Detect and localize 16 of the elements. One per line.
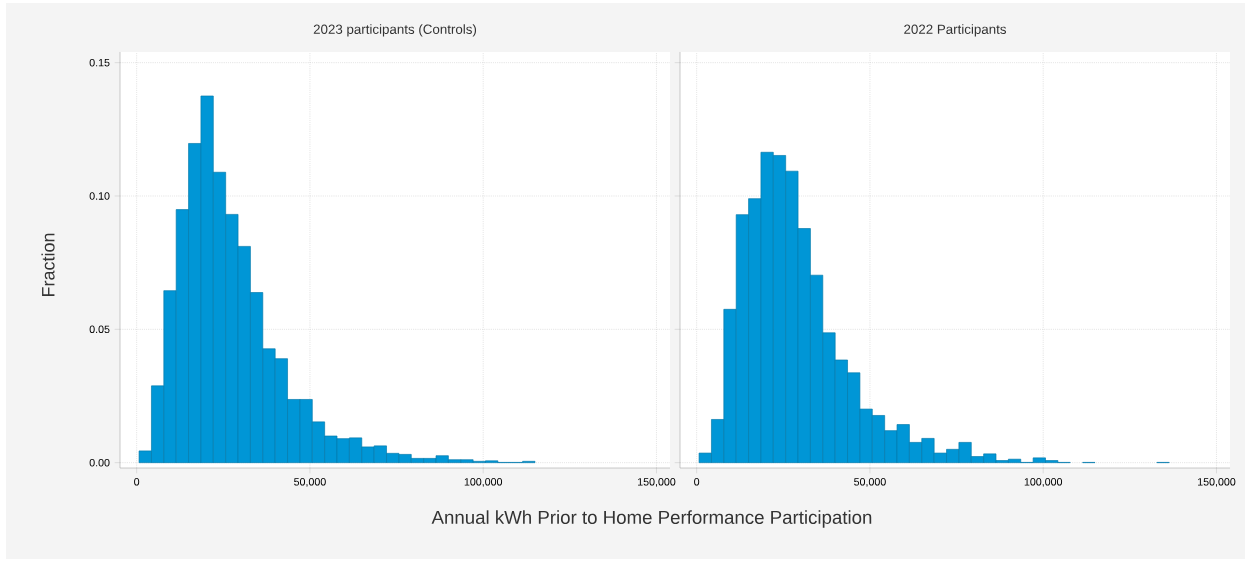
chart-title: 2022 Participants [904,24,1007,37]
x-tick-label: 0 [694,478,700,486]
x-tick-label: 150,000 [638,478,676,487]
x-tick-label: 0 [134,478,140,486]
y-tick-label: 0.10 [89,192,110,200]
x-tick-label: 50,000 [854,478,886,487]
y-tick-label: 0.15 [89,58,110,67]
x-tick-label: 100,000 [1024,478,1063,487]
x-tick-label: 100,000 [464,478,503,487]
y-tick-label: 0.00 [89,458,110,467]
x-tick-label: 150,000 [1198,478,1236,487]
y-axis-title: Fraction [41,233,55,297]
x-axis-title: Annual kWh Prior to Home Performance Participation [431,510,872,528]
chart-title: 2023 participants (Controls) [313,24,477,37]
x-tick-label: 50,000 [294,478,326,487]
y-tick-label: 0.05 [89,325,110,334]
